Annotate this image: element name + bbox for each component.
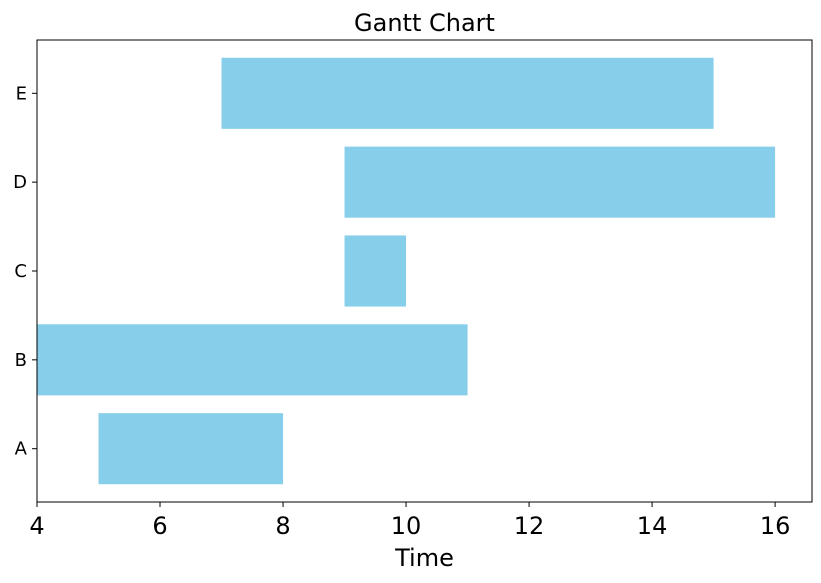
x-tick-label: 16 (760, 512, 791, 540)
y-tick-label-d: D (13, 172, 27, 193)
task-bar-c (344, 235, 407, 307)
x-tick-label: 14 (637, 512, 668, 540)
task-bar-e (221, 57, 714, 129)
y-tick-label-a: A (15, 439, 28, 460)
x-axis-label: Time (394, 544, 454, 572)
x-tick-label: 12 (514, 512, 545, 540)
y-tick-label-e: E (16, 83, 27, 104)
y-tick-label-b: B (15, 350, 27, 371)
x-tick-label: 6 (152, 512, 167, 540)
task-bar-d (344, 146, 776, 218)
task-bar-b (37, 324, 468, 396)
y-tick-label-c: C (14, 261, 27, 282)
x-tick-label: 10 (391, 512, 422, 540)
bars-layer (37, 57, 776, 485)
x-tick-label: 4 (29, 512, 44, 540)
y-axis: A B C D E (13, 83, 37, 460)
x-axis: 4 6 8 10 12 14 16 (29, 502, 790, 540)
task-bar-a (98, 413, 284, 485)
x-tick-label: 8 (275, 512, 290, 540)
chart-title: Gantt Chart (354, 9, 495, 37)
